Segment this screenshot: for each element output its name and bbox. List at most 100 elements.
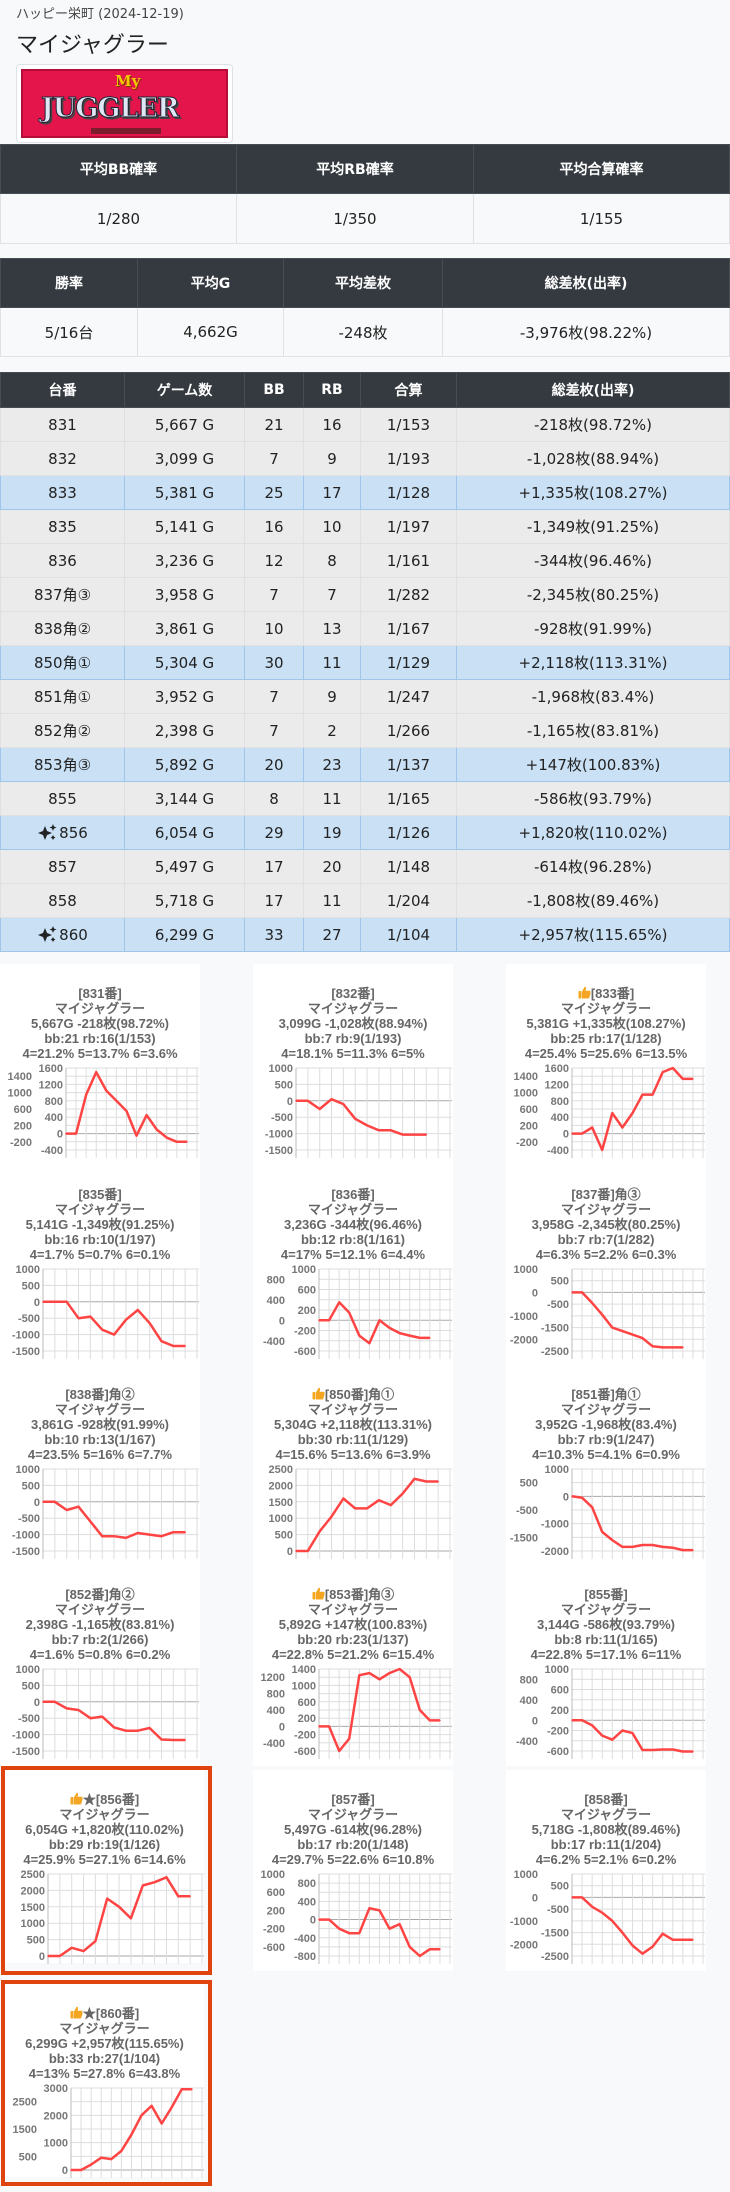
chart-bb-rb: bb:10 rb:13(1/167) — [44, 1432, 156, 1447]
cell-text: 7 — [327, 585, 337, 604]
data-point — [439, 1719, 441, 1722]
data-point — [318, 1319, 320, 1322]
y-tick-label: 0 — [39, 1951, 45, 1963]
data-point — [368, 1672, 371, 1674]
chart-title: ★[860番] — [5, 2006, 204, 2021]
data-point — [591, 1302, 593, 1304]
y-tick-label: 800 — [267, 1274, 285, 1286]
cell-text: 5,304 G — [154, 653, 215, 672]
data-point — [621, 1546, 624, 1548]
data-point — [641, 1544, 644, 1546]
chart-setting-estimates: 4=13% 5=27.8% 6=43.8% — [28, 2066, 181, 2081]
data-point — [631, 1333, 634, 1336]
data-point — [439, 1948, 441, 1950]
y-tick-label: 1200 — [545, 1079, 569, 1091]
sparkles-icon — [37, 925, 59, 942]
y-tick-label: 1000 — [16, 1464, 40, 1476]
cell-text: 17 — [322, 483, 342, 502]
value-win-rate: 5/16台 — [0, 307, 138, 357]
data-point — [106, 1897, 109, 1900]
cell-total: 1/126 — [360, 815, 457, 850]
y-tick-label: -1500 — [541, 1323, 569, 1335]
data-point — [125, 1319, 127, 1321]
cell-text: 8 — [327, 551, 337, 570]
data-point — [378, 1678, 381, 1681]
cell-diff: +1,335枚(108.27%) — [456, 475, 730, 510]
data-point — [611, 1539, 614, 1541]
cell-text: -218枚(98.72%) — [534, 416, 652, 434]
cell-rb: 16 — [303, 407, 361, 442]
cell-text: 5,667 G — [154, 415, 215, 434]
data-point — [105, 1089, 108, 1092]
data-point — [389, 1129, 392, 1132]
cell-text: 19 — [322, 823, 342, 842]
cell-games: 6,299 G — [124, 917, 245, 952]
y-tick-label: -600 — [294, 1746, 316, 1758]
cell-rb: 11 — [303, 883, 361, 918]
y-tick-label: -500 — [18, 1713, 40, 1725]
y-tick-label: 1400 — [8, 1071, 32, 1083]
cell-bb: 17 — [244, 849, 304, 884]
y-tick-label: 0 — [57, 1129, 63, 1141]
cell-games: 5,381 G — [124, 475, 245, 510]
data-point — [651, 1945, 654, 1948]
chart-setting-estimates: 4=17% 5=12.1% 6=4.4% — [280, 1247, 426, 1262]
chart-bb-rb: bb:30 rb:11(1/129) — [297, 1432, 409, 1447]
cell-games: 3,144 G — [124, 781, 245, 816]
cell-text: 1/193 — [386, 449, 431, 468]
cell-text: 12 — [264, 551, 284, 570]
chart-title: [857番] — [253, 1792, 453, 1807]
chart-bb-rb: bb:25 rb:17(1/128) — [550, 1031, 662, 1046]
chart-title: [855番] — [506, 1587, 706, 1602]
cell-text: 1/128 — [386, 483, 431, 502]
data-point — [338, 1927, 340, 1930]
header-avg-diff: 平均差枚 — [283, 258, 443, 308]
cell-bb: 12 — [244, 543, 304, 578]
data-point — [148, 1533, 151, 1536]
y-tick-label: -800 — [294, 1951, 316, 1963]
machine-chart-card: [858番] マイジャグラー 5,718G -1,808枚(89.46%) bb:17… — [506, 1770, 706, 1971]
y-tick-label: 500 — [551, 1881, 569, 1893]
data-point — [148, 1322, 151, 1324]
cell-rb: 17 — [303, 475, 361, 510]
chart-title-text: ★[860番] — [82, 2006, 140, 2021]
data-point — [125, 1729, 127, 1732]
chart-title-text: [833番] — [590, 986, 635, 1001]
data-point — [130, 2133, 133, 2136]
line-chart: -2000-1500-1000-500 0 500 1000 — [510, 1464, 705, 1559]
cell-games: 5,718 G — [124, 883, 245, 918]
header-avg-games: 平均G — [137, 258, 284, 308]
store-date: ハッピー栄町 (2024-12-19) — [16, 7, 184, 22]
data-point — [338, 1301, 340, 1304]
chart-title-text: [858番] — [584, 1792, 628, 1807]
data-point — [75, 1132, 77, 1135]
machine-logo: My JUGGLER — [16, 64, 233, 143]
cell-games: 3,099 G — [124, 441, 245, 476]
data-point — [408, 1334, 411, 1337]
cell-games: 5,497 G — [124, 849, 245, 884]
cell-text: 33 — [264, 925, 284, 944]
data-point — [413, 1133, 416, 1136]
value-avg-rb: 1/350 — [236, 193, 474, 244]
data-point — [581, 1896, 583, 1899]
data-point — [692, 1750, 694, 1753]
chart-setting-estimates: 4=22.8% 5=21.2% 6=15.4% — [271, 1647, 435, 1662]
data-point — [348, 1737, 351, 1740]
data-point — [342, 1497, 345, 1500]
data-point — [388, 1927, 391, 1930]
data-point — [437, 1480, 439, 1483]
data-point — [621, 1729, 624, 1732]
data-point — [125, 1537, 127, 1539]
data-point — [671, 1938, 674, 1941]
y-tick-label: -1500 — [541, 1928, 569, 1940]
line-chart: 0 500 1000 1500 2000 2500 — [269, 1464, 452, 1559]
cell-diff: -586枚(93.79%) — [456, 781, 730, 816]
chart-setting-estimates: 4=22.8% 5=17.1% 6=11% — [530, 1647, 682, 1662]
data-point — [136, 1532, 139, 1534]
cell-bb: 7 — [244, 713, 304, 748]
y-tick-label: -1500 — [265, 1145, 293, 1157]
cell-text: 10 — [322, 517, 342, 536]
machine-chart-card: [831番] マイジャグラー 5,667G -218枚(98.72%) bb:21 r… — [0, 964, 200, 1165]
table-row: 850角① 5,304 G 30 11 1/129 +2,118枚(113.31%) — [0, 645, 730, 680]
data-point — [165, 1876, 168, 1879]
